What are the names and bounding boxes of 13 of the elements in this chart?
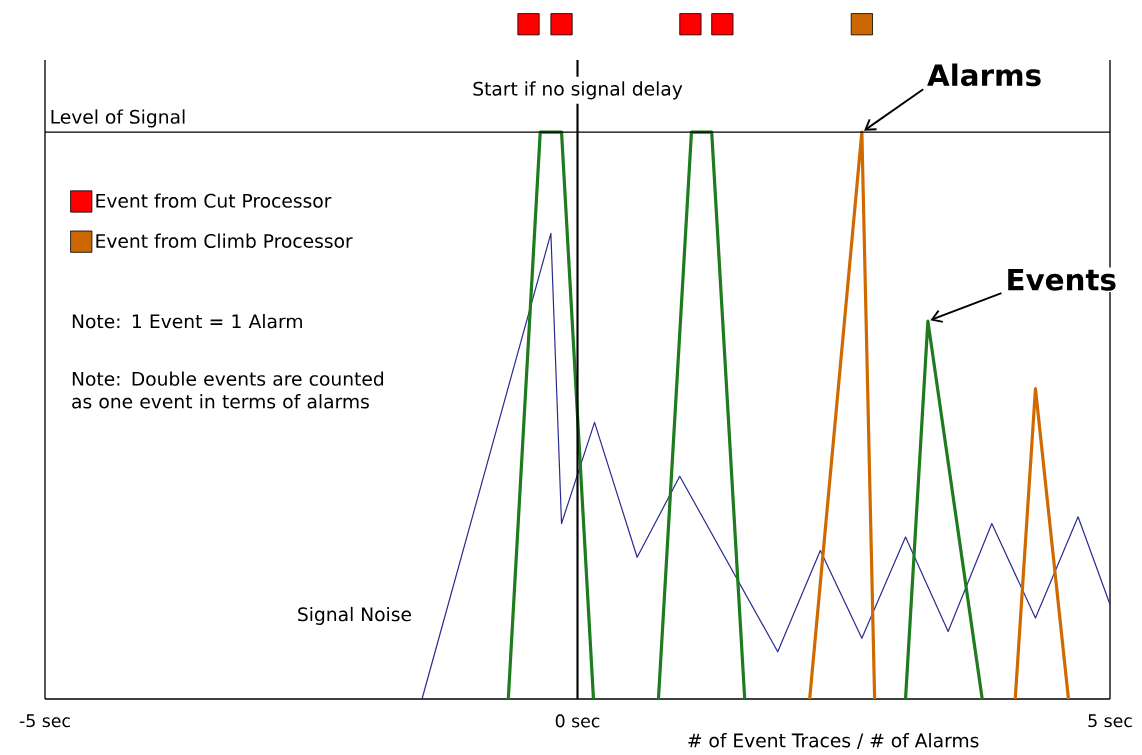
ref-line-label: Start if no signal delay (473, 81, 683, 100)
annotation: Events (1008, 268, 1116, 291)
x-axis-title: # of Event Traces / # of Alarms (688, 733, 979, 749)
legend-label: Event from Climb Processor (96, 233, 353, 249)
legend-label: Event from Cut Processor (96, 193, 332, 208)
x-tick-label: 5 sec (1088, 714, 1132, 728)
ref-line-label: Level of Signal (51, 109, 185, 128)
annotation: Alarms (927, 63, 1041, 87)
x-tick-label: 0 sec (555, 714, 600, 728)
annotation: Note: Double events are counted as one event in terms of alarms (72, 371, 384, 409)
annotation: Note: 1 Event = 1 Alarm (72, 313, 302, 329)
series-label: Signal Noise (298, 606, 411, 625)
x-tick-label: -5 sec (19, 714, 70, 728)
